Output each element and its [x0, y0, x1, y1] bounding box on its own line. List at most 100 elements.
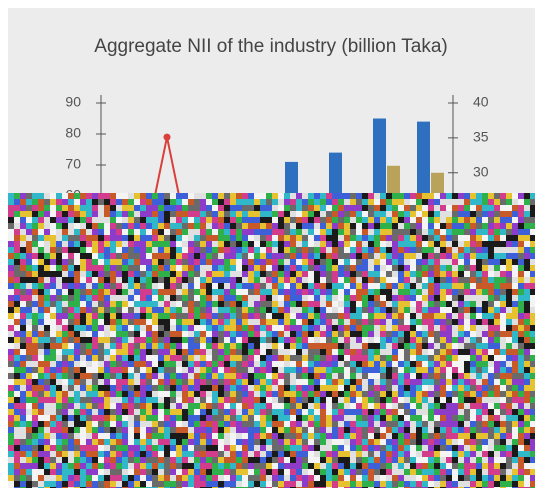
- noise-cell: [56, 385, 62, 391]
- noise-cell: [32, 205, 38, 211]
- noise-cell: [416, 295, 422, 301]
- noise-cell: [260, 415, 266, 421]
- noise-cell: [446, 265, 452, 271]
- noise-cell: [476, 259, 482, 265]
- noise-cell: [284, 349, 290, 355]
- noise-cell: [206, 427, 212, 433]
- noise-cell: [314, 349, 320, 355]
- noise-cell: [230, 445, 236, 451]
- noise-cell: [176, 349, 182, 355]
- noise-cell: [302, 307, 308, 313]
- noise-cell: [332, 337, 338, 343]
- noise-cell: [98, 385, 104, 391]
- noise-cell: [188, 337, 194, 343]
- noise-cell: [176, 355, 182, 361]
- noise-cell: [482, 463, 488, 469]
- noise-cell: [26, 457, 32, 463]
- noise-cell: [116, 403, 122, 409]
- noise-cell: [272, 247, 278, 253]
- noise-cell: [344, 469, 350, 475]
- noise-cell: [26, 235, 32, 241]
- noise-cell: [44, 415, 50, 421]
- noise-cell: [368, 319, 374, 325]
- noise-cell: [92, 295, 98, 301]
- noise-cell: [374, 277, 380, 283]
- noise-cell: [134, 283, 140, 289]
- noise-cell: [134, 319, 140, 325]
- noise-cell: [122, 439, 128, 445]
- noise-cell: [236, 439, 242, 445]
- noise-cell: [320, 259, 326, 265]
- noise-cell: [290, 433, 296, 439]
- noise-cell: [212, 307, 218, 313]
- noise-cell: [20, 487, 26, 488]
- noise-cell: [134, 481, 140, 487]
- noise-cell: [140, 343, 146, 349]
- noise-cell: [266, 319, 272, 325]
- noise-cell: [50, 331, 56, 337]
- noise-cell: [362, 403, 368, 409]
- noise-cell: [452, 463, 458, 469]
- noise-cell: [524, 409, 530, 415]
- noise-cell: [62, 349, 68, 355]
- noise-cell: [38, 415, 44, 421]
- noise-cell: [230, 331, 236, 337]
- noise-cell: [68, 415, 74, 421]
- noise-cell: [20, 415, 26, 421]
- noise-cell: [410, 277, 416, 283]
- noise-cell: [302, 313, 308, 319]
- noise-cell: [332, 319, 338, 325]
- noise-cell: [476, 481, 482, 487]
- noise-cell: [212, 217, 218, 223]
- noise-cell: [212, 331, 218, 337]
- noise-cell: [494, 457, 500, 463]
- noise-cell: [26, 403, 32, 409]
- noise-cell: [200, 253, 206, 259]
- noise-cell: [242, 445, 248, 451]
- noise-cell: [470, 391, 476, 397]
- noise-cell: [446, 463, 452, 469]
- noise-cell: [488, 313, 494, 319]
- noise-cell: [122, 193, 128, 199]
- noise-cell: [44, 487, 50, 488]
- noise-cell: [194, 295, 200, 301]
- noise-cell: [182, 385, 188, 391]
- noise-cell: [188, 259, 194, 265]
- noise-cell: [530, 379, 535, 385]
- noise-cell: [488, 295, 494, 301]
- noise-cell: [434, 343, 440, 349]
- noise-cell: [374, 355, 380, 361]
- noise-cell: [212, 319, 218, 325]
- noise-cell: [146, 409, 152, 415]
- noise-cell: [332, 199, 338, 205]
- noise-cell: [128, 325, 134, 331]
- noise-cell: [440, 373, 446, 379]
- noise-cell: [428, 367, 434, 373]
- noise-cell: [140, 373, 146, 379]
- noise-cell: [290, 205, 296, 211]
- noise-cell: [116, 313, 122, 319]
- noise-cell: [104, 325, 110, 331]
- noise-cell: [206, 409, 212, 415]
- noise-cell: [302, 367, 308, 373]
- noise-cell: [302, 247, 308, 253]
- noise-cell: [110, 463, 116, 469]
- noise-cell: [482, 343, 488, 349]
- noise-cell: [176, 481, 182, 487]
- noise-cell: [170, 271, 176, 277]
- noise-cell: [464, 235, 470, 241]
- noise-cell: [20, 277, 26, 283]
- noise-cell: [512, 283, 518, 289]
- noise-cell: [416, 373, 422, 379]
- noise-cell: [500, 259, 506, 265]
- noise-cell: [188, 421, 194, 427]
- noise-cell: [266, 265, 272, 271]
- noise-cell: [86, 367, 92, 373]
- noise-cell: [164, 487, 170, 488]
- noise-cell: [206, 361, 212, 367]
- noise-cell: [8, 319, 14, 325]
- noise-cell: [458, 229, 464, 235]
- noise-cell: [506, 289, 512, 295]
- noise-cell: [230, 397, 236, 403]
- noise-cell: [308, 235, 314, 241]
